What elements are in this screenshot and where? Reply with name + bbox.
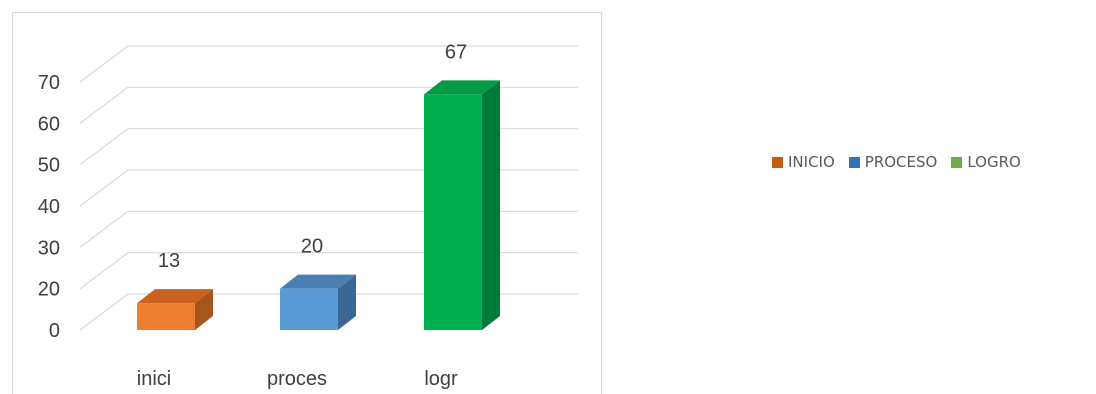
bar-inici <box>137 289 213 330</box>
chart-frame <box>12 12 602 394</box>
bar-top-face <box>424 80 500 95</box>
category-label: proces <box>267 368 327 390</box>
legend-item-inicio: INICIO <box>772 153 835 171</box>
gridline <box>79 45 578 83</box>
data-labels: 13 20 67 <box>158 41 467 272</box>
y-axis-tick-labels: 0 20 30 40 50 60 70 <box>38 72 60 342</box>
legend-label-inicio: INICIO <box>788 153 835 171</box>
gridline <box>79 86 578 124</box>
y-tick-label: 20 <box>38 279 60 301</box>
bars <box>137 80 500 331</box>
bar-side-face <box>482 80 500 331</box>
gridline <box>79 128 578 166</box>
gridline <box>79 210 578 248</box>
data-label: 20 <box>301 236 323 258</box>
bar-front-face <box>137 303 195 330</box>
chart-legend: INICIO PROCESO LOGRO <box>772 153 1021 171</box>
gridlines <box>79 45 578 331</box>
category-label: inici <box>137 368 171 390</box>
bar-side-face <box>338 274 356 330</box>
y-tick-label: 60 <box>38 113 60 135</box>
bar-proces <box>280 274 356 330</box>
y-tick-label: 50 <box>38 155 60 177</box>
legend-item-proceso: PROCESO <box>848 153 938 171</box>
y-tick-label: 0 <box>49 320 60 342</box>
bar-top-face <box>280 274 356 289</box>
y-tick-label: 30 <box>38 237 60 259</box>
bar-logr <box>424 80 500 331</box>
category-labels: inici proces logr <box>137 368 458 390</box>
y-tick-label: 40 <box>38 196 60 218</box>
bar-side-face <box>195 289 213 330</box>
legend-swatch-proceso <box>848 156 860 168</box>
bar-chart: 0 20 30 40 50 60 70 13 20 67 inici proces logr <box>38 41 578 390</box>
data-label: 67 <box>445 41 467 63</box>
legend-item-logro: LOGRO <box>951 153 1021 171</box>
bar-front-face <box>280 288 338 330</box>
legend-swatch-inicio <box>772 156 783 168</box>
category-label: logr <box>424 368 458 390</box>
data-label: 13 <box>158 250 180 272</box>
bar-front-face <box>424 94 482 331</box>
y-tick-label: 70 <box>38 72 60 94</box>
legend-label-proceso: PROCESO <box>864 153 938 171</box>
legend-swatch-logro <box>951 156 963 168</box>
legend-label-logro: LOGRO <box>967 153 1021 171</box>
gridline <box>79 169 578 207</box>
bar-top-face <box>137 289 213 304</box>
